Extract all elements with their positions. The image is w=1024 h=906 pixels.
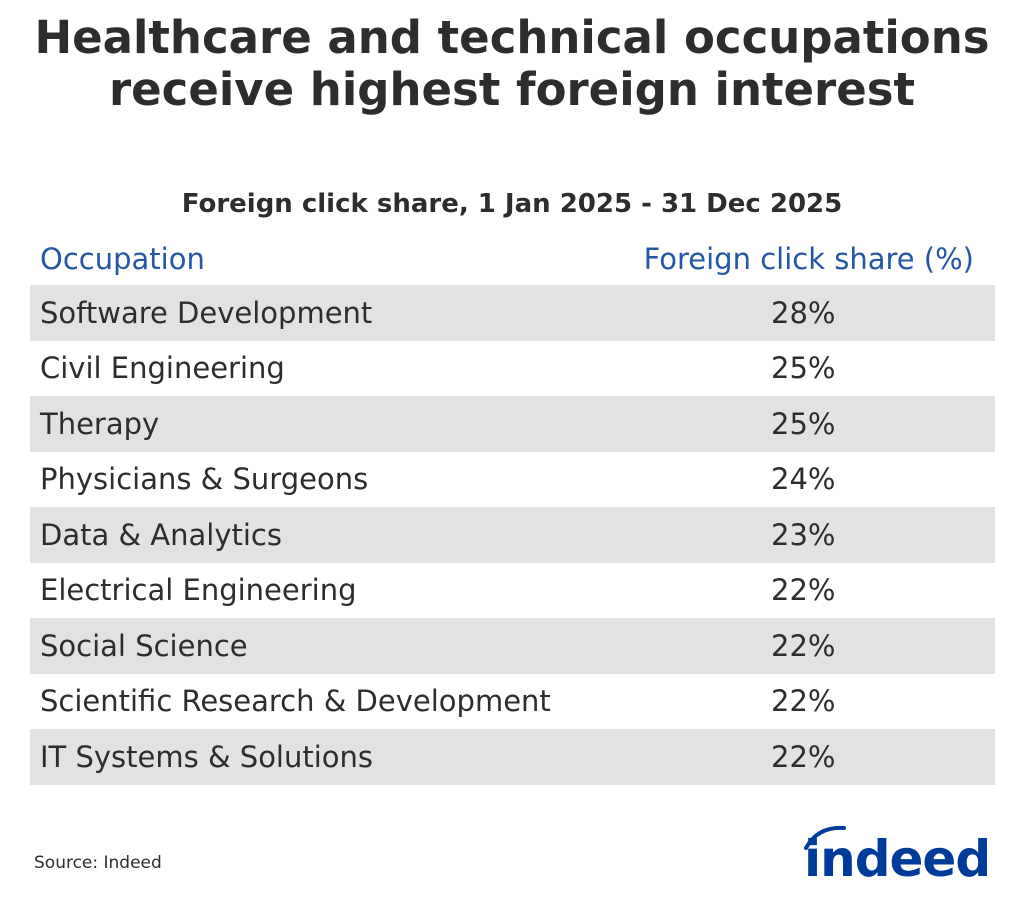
column-header-occupation: Occupation	[40, 242, 205, 276]
chart-title: Healthcare and technical occupations rec…	[34, 11, 990, 116]
share-value-cell: 28%	[771, 295, 836, 330]
source-note: Source: Indeed	[34, 853, 162, 873]
occupation-cell: Scientific Research & Development	[40, 684, 551, 719]
occupation-cell: Electrical Engineering	[40, 573, 357, 608]
share-value-cell: 22%	[771, 628, 836, 663]
occupation-cell: Social Science	[40, 628, 248, 663]
occupation-cell: Civil Engineering	[40, 351, 285, 386]
share-value-cell: 22%	[771, 684, 836, 719]
table-row: Physicians & Surgeons 24%	[30, 452, 995, 508]
svg-text:indeed: indeed	[804, 830, 990, 888]
column-header-share: Foreign click share (%)	[643, 242, 974, 276]
share-value-cell: 25%	[771, 351, 836, 386]
table-row: Electrical Engineering 22%	[30, 563, 995, 619]
occupation-cell: Software Development	[40, 295, 373, 330]
table-row: Social Science 22%	[30, 618, 995, 674]
chart-subtitle: Foreign click share, 1 Jan 2025 - 31 Dec…	[181, 189, 843, 219]
table-row: Software Development 28%	[30, 285, 995, 341]
occupation-cell: Data & Analytics	[40, 517, 282, 552]
occupation-cell: Physicians & Surgeons	[40, 462, 369, 497]
share-value-cell: 24%	[771, 462, 836, 497]
table-row: Scientific Research & Development 22%	[30, 674, 995, 730]
share-value-cell: 22%	[771, 573, 836, 608]
share-value-cell: 22%	[771, 739, 836, 774]
occupation-cell: Therapy	[40, 406, 160, 441]
data-table: Software Development 28% Civil Engineering…	[30, 285, 995, 785]
table-row: IT Systems & Solutions 22%	[30, 729, 995, 785]
table-row: Civil Engineering 25%	[30, 341, 995, 397]
share-value-cell: 23%	[771, 517, 836, 552]
occupation-cell: IT Systems & Solutions	[40, 739, 374, 774]
table-row: Data & Analytics 23%	[30, 507, 995, 563]
indeed-logo: indeed	[800, 818, 1000, 892]
table-row: Therapy 25%	[30, 396, 995, 452]
share-value-cell: 25%	[771, 406, 836, 441]
